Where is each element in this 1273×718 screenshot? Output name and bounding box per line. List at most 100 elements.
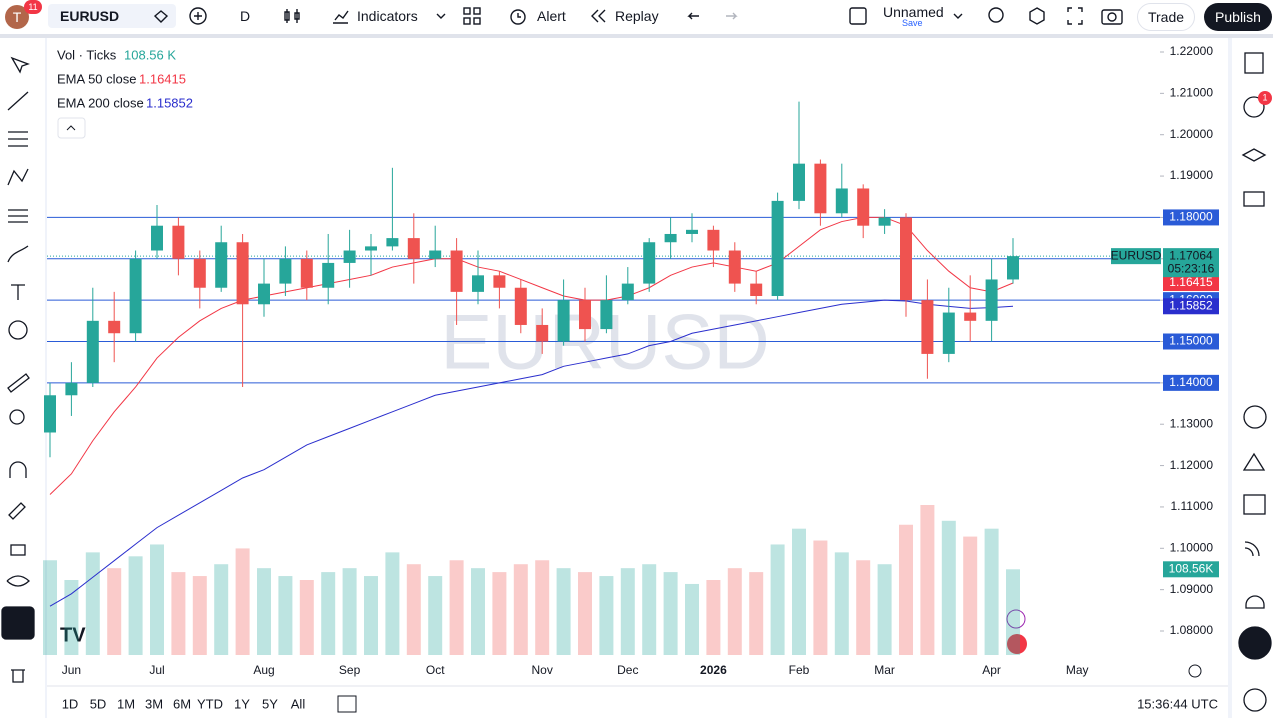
volume-bar [235,548,250,655]
target-icon[interactable] [1243,405,1267,429]
candle-body [514,287,527,325]
hide-tool[interactable] [6,575,30,587]
volume-bar [856,560,871,655]
indicators-icon [333,10,349,24]
cursor-tool[interactable] [10,56,30,74]
volume-bar [85,552,100,655]
axis-settings[interactable] [1188,664,1202,678]
volume-bar [428,576,443,655]
templates-icon [463,7,471,15]
legend-volume-value: 108.56 K [124,47,176,62]
legend-collapse[interactable] [57,117,86,139]
candle-body [942,312,955,354]
volume-bar [792,528,806,655]
last-price-box [1163,248,1219,278]
left-toolbar [0,38,45,718]
date-range-icon[interactable] [337,695,357,713]
projection-tool[interactable] [8,209,28,223]
trendline-tool[interactable] [7,91,29,111]
y-tick-label: 1.11000 [1171,499,1214,513]
interval[interactable]: D [240,8,251,24]
hline-price-label: 1.14000 [1169,375,1213,389]
candle-body [44,395,56,433]
tv-logo: TV [60,624,86,646]
candle-body [579,300,591,330]
calendar-icon[interactable] [1243,494,1266,515]
volume-box [1163,561,1219,578]
apps-icon[interactable] [1238,626,1272,660]
text-tool[interactable] [11,284,25,300]
fib-tool[interactable] [8,131,28,147]
candle-body [921,300,934,354]
hline-price-label: 1.18000 [1169,210,1213,224]
candle-body [857,188,870,226]
delete-tool[interactable] [11,669,25,683]
range-button[interactable]: 1Y [234,696,250,711]
zoom-tool[interactable] [9,409,25,425]
candle-body [621,283,634,301]
magnet-tool[interactable] [9,461,27,478]
brush-tool[interactable] [7,245,29,263]
candle-body [365,246,377,251]
candle-body [771,200,784,297]
range-button[interactable]: 1D [62,696,79,711]
watchlist-icon[interactable] [1244,52,1264,74]
volume-bar [278,576,293,655]
event-icon[interactable] [1006,609,1026,629]
range-button[interactable]: 5D [90,696,107,711]
layout-name[interactable]: Unnamed [883,4,944,20]
volume-bar [770,544,785,655]
chat-icon[interactable] [1243,191,1265,207]
ema-price-box [1163,298,1219,315]
notifications-icon[interactable] [1245,595,1265,609]
alerts-icon[interactable] [1243,96,1265,118]
volume-bar [406,564,421,655]
ideas-icon[interactable] [1242,452,1266,471]
candle-body [236,242,249,305]
candle-body [1007,256,1019,280]
volume-bar [834,552,849,655]
replay-icon [591,9,606,23]
range-button[interactable]: YTD [197,696,223,711]
stay-drawing-tool[interactable] [8,502,26,520]
settings-icon [1029,7,1045,25]
redo-icon [726,12,738,20]
hline-price-box [1163,333,1219,350]
range-button[interactable]: 1M [117,696,135,711]
ruler-tool[interactable] [7,373,30,393]
help-icon[interactable] [1243,688,1267,712]
range-button[interactable]: 6M [173,696,191,711]
link-tool[interactable] [1,606,35,640]
trade-button[interactable]: Trade [1137,3,1195,31]
chart-window: 1 EURUSD Vol · Ticks 108.56 K EMA 50 clo… [0,38,1273,718]
add-icon [189,7,207,25]
layers-icon[interactable] [1241,148,1267,162]
volume-bar [364,576,378,655]
range-button[interactable]: 5Y [262,696,278,711]
alert-button[interactable]: Alert [537,8,566,24]
volume-bar [706,580,721,655]
lock-tool[interactable] [10,544,26,556]
save-label: Save [902,18,923,28]
range-button[interactable]: 3M [145,696,163,711]
economic-event-icon[interactable] [1007,634,1027,654]
volume-bar [513,564,528,655]
emoji-tool[interactable] [8,320,28,340]
volume-bar [599,576,614,655]
replay-button[interactable]: Replay [615,8,659,24]
pattern-tool[interactable] [7,168,29,186]
legend-ema50-label: EMA 50 close [57,71,137,86]
symbol-label: EURUSD [1111,248,1162,262]
x-tick-label: Dec [617,663,638,677]
undo-icon [687,12,699,20]
ema-price-label: 1.16415 [1169,275,1213,289]
volume-bar [214,564,229,655]
volume-bar [963,536,978,655]
indicators-button[interactable]: Indicators [357,8,418,24]
candle-body [985,279,998,321]
range-button[interactable]: All [291,696,306,711]
clock: 15:36:44 UTC [1137,696,1218,711]
stream-icon[interactable] [1244,541,1260,557]
ema-price-box [1163,274,1219,291]
publish-button[interactable]: Publish [1204,3,1272,31]
